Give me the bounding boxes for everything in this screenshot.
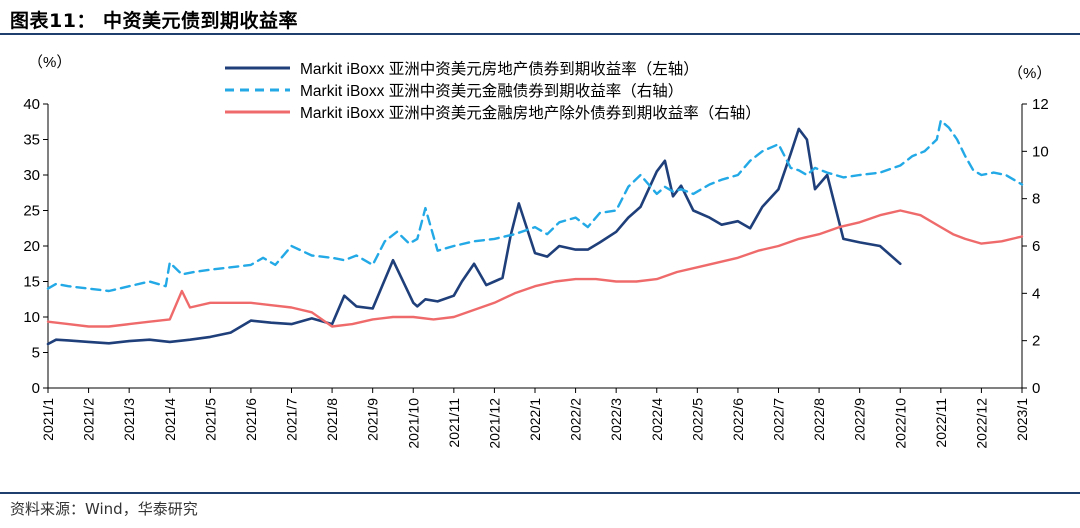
x-tick-label: 2021/10: [405, 398, 421, 449]
right-tick-label: 0: [1032, 380, 1040, 397]
source-note: 资料来源：Wind，华泰研究: [10, 500, 198, 518]
x-tick-label: 2021/5: [202, 398, 218, 441]
series-lines: [46, 119, 1024, 346]
x-tick-label: 2022/10: [892, 398, 908, 449]
left-tick-label: 20: [23, 238, 40, 255]
legend-label-2: Markit iBoxx 亚洲中资美元金融债券到期收益率（右轴）: [300, 82, 683, 100]
yield-line-chart: 0 5 10 15 20 25 30 35 40 0 2 4 6 8 10 12 （%） （%） 2021/1 202…: [23, 54, 1051, 449]
legend: Markit iBoxx 亚洲中资美元房地产债券到期收益率（左轴） Markit …: [225, 60, 761, 122]
left-tick-label: 15: [23, 274, 40, 291]
x-tick-label: 2021/8: [324, 398, 340, 441]
right-tick-label: 6: [1032, 238, 1040, 255]
x-tick-label: 2023/1: [1014, 398, 1030, 441]
x-tick-label: 2021/7: [284, 398, 300, 441]
x-tick-label: 2022/2: [568, 398, 584, 441]
right-tick-label: 8: [1032, 191, 1040, 208]
x-tick-label: 2021/6: [243, 398, 259, 441]
x-tick-label: 2021/2: [81, 398, 97, 441]
x-tick-label: 2021/4: [162, 398, 178, 441]
right-tick-label: 4: [1032, 285, 1040, 302]
title-rule: [0, 33, 1080, 35]
x-tick-label: 2022/5: [689, 398, 705, 441]
left-tick-label: 5: [32, 345, 40, 362]
left-tick-label: 40: [23, 96, 40, 113]
x-tick-label: 2022/1: [527, 398, 543, 441]
right-tick-label: 10: [1032, 143, 1049, 160]
legend-label-1: Markit iBoxx 亚洲中资美元房地产债券到期收益率（左轴）: [300, 60, 699, 78]
x-tick-label: 2021/12: [486, 398, 502, 449]
source-rule: [0, 492, 1080, 494]
x-tick-label: 2022/6: [730, 398, 746, 441]
right-tick-label: 12: [1032, 96, 1049, 113]
x-tick-label: 2021/1: [40, 398, 56, 441]
series-line-1: [46, 127, 902, 346]
x-tick-label: 2021/9: [365, 398, 381, 441]
x-tick-label: 2021/3: [121, 398, 137, 441]
left-tick-label: 25: [23, 203, 40, 220]
series-line-3: [46, 209, 1024, 328]
left-tick-label: 0: [32, 380, 40, 397]
legend-label-3: Markit iBoxx 亚洲中资美元金融房地产除外债券到期收益率（右轴）: [300, 104, 761, 122]
x-tick-label: 2022/4: [649, 398, 665, 441]
left-tick-label: 30: [23, 167, 40, 184]
left-axis-unit: （%）: [28, 54, 71, 71]
x-tick-label: 2021/11: [446, 398, 462, 448]
x-tick-label: 2022/9: [852, 398, 868, 441]
right-tick-label: 2: [1032, 333, 1040, 350]
left-tick-label: 35: [23, 132, 40, 149]
series-line-2: [46, 119, 1024, 293]
x-tick-label: 2022/12: [973, 398, 989, 449]
x-tick-label: 2022/7: [771, 398, 787, 441]
axes: 0 5 10 15 20 25 30 35 40 0 2 4 6 8 10 12 （%） （%） 2021/1 202…: [23, 54, 1051, 449]
figure-title: 图表11： 中资美元债到期收益率: [10, 10, 299, 32]
right-axis-unit: （%）: [1008, 65, 1051, 82]
x-tick-label: 2022/8: [811, 398, 827, 441]
left-tick-label: 10: [23, 309, 40, 326]
x-tick-label: 2022/3: [608, 398, 624, 441]
x-tick-label: 2022/11: [933, 398, 949, 448]
